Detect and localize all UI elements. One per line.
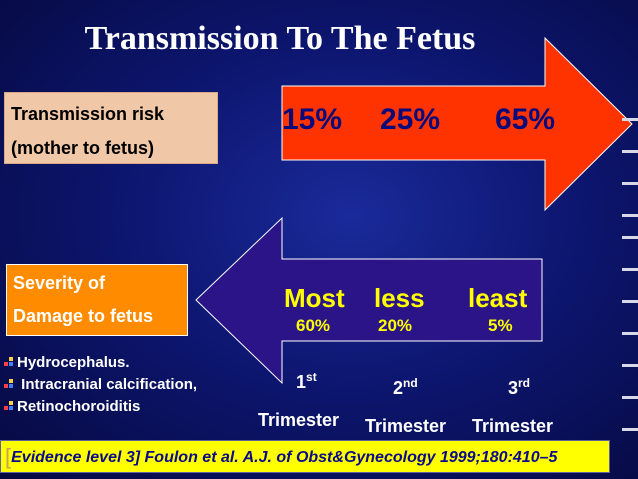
symptom-text: Intracranial calcification, bbox=[17, 376, 198, 393]
transmission-risk-label: Transmission risk bbox=[11, 104, 165, 124]
citation-text: Evidence level 3] Foulon et al. A.J. of … bbox=[11, 449, 558, 466]
edge-decoration bbox=[620, 0, 638, 479]
transmission-risk-sublabel: (mother to fetus) bbox=[11, 138, 154, 158]
transmission-pct-2: 25% bbox=[380, 103, 441, 136]
symptom-text: Retinochoroiditis bbox=[17, 398, 141, 415]
severity-level-1: Most bbox=[284, 283, 345, 313]
transmission-pct-1: 15% bbox=[282, 103, 343, 136]
severity-level-2: less bbox=[374, 283, 425, 313]
list-item: Intracranial calcification, bbox=[4, 374, 197, 396]
transmission-pct-3: 65% bbox=[495, 103, 556, 136]
transmission-arrow bbox=[281, 36, 633, 212]
bullet-icon bbox=[4, 401, 15, 412]
trimester-3-number: 3rd bbox=[508, 376, 531, 398]
severity-box: Severity of Damage to fetus bbox=[6, 264, 188, 336]
severity-level-3: least bbox=[468, 283, 528, 313]
severity-arrow bbox=[195, 216, 543, 385]
severity-sublabel: Damage to fetus bbox=[13, 306, 154, 326]
trimester-1-label: Trimester bbox=[258, 410, 340, 430]
trimester-2-number: 2nd bbox=[393, 376, 418, 398]
severity-pct-2: 20% bbox=[378, 316, 413, 335]
bullet-icon bbox=[4, 379, 15, 390]
trimester-1-number: 1st bbox=[296, 370, 317, 392]
citation-bar: [Evidence level 3] Foulon et al. A.J. of… bbox=[0, 440, 610, 473]
symptom-list: Hydrocephalus. Intracranial calcificatio… bbox=[4, 352, 197, 418]
severity-pct-1: 60% bbox=[296, 316, 331, 335]
list-item: Retinochoroiditis bbox=[4, 396, 197, 418]
symptom-text: Hydrocephalus. bbox=[17, 354, 130, 371]
transmission-risk-box: Transmission risk (mother to fetus) bbox=[4, 92, 218, 164]
severity-pct-3: 5% bbox=[488, 316, 513, 335]
trimester-3-label: Trimester bbox=[472, 416, 554, 436]
slide-title: Transmission To The Fetus bbox=[84, 20, 476, 57]
bullet-icon bbox=[4, 357, 15, 368]
trimester-2-label: Trimester bbox=[365, 416, 447, 436]
citation-bracket: [ bbox=[5, 444, 12, 469]
severity-label: Severity of bbox=[13, 273, 106, 293]
list-item: Hydrocephalus. bbox=[4, 352, 197, 374]
